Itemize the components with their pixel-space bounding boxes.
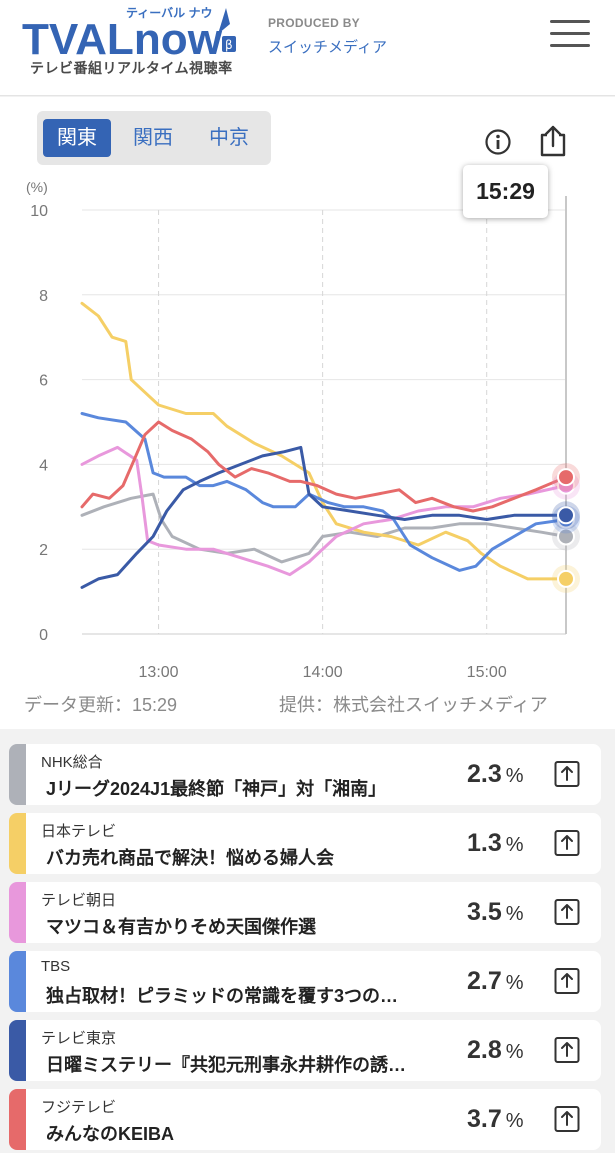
endpoint-marker <box>557 506 575 525</box>
series-line <box>80 412 568 572</box>
program-rating: 1.3% <box>467 829 552 858</box>
program-card-fuji[interactable]: フジテレビ みんなのKEIBA 3.7% <box>9 1089 601 1150</box>
program-card-nhk[interactable]: NHK総合 Jリーグ2024J1最終節「神戸」対「湘南」 2.3% <box>9 744 601 805</box>
channel-name: テレビ東京 <box>41 1030 117 1047</box>
program-rating: 2.3% <box>467 760 552 789</box>
channel-name: フジテレビ <box>41 1099 117 1116</box>
share-icon[interactable] <box>538 124 568 158</box>
y-tick-label: 0 <box>39 627 48 644</box>
rating-value: 2.8 <box>467 1036 502 1064</box>
program-card-tv-tokyo[interactable]: テレビ東京 日曜ミステリー『共犯元刑事永井耕作の誘… 2.8% <box>9 1020 601 1081</box>
rating-value: 2.3 <box>467 760 502 788</box>
share-icon[interactable] <box>553 966 581 996</box>
y-tick-label: 6 <box>39 373 48 390</box>
x-tick-label: 15:00 <box>467 664 507 681</box>
y-unit-label: (%) <box>26 179 48 195</box>
program-card-tv-asahi[interactable]: テレビ朝日 マツコ＆有吉かりそめ天国傑作選 3.5% <box>9 882 601 943</box>
y-tick-label: 2 <box>39 542 48 559</box>
rating-unit: % <box>505 903 524 925</box>
x-tick-label: 14:00 <box>303 664 343 681</box>
program-rating: 3.5% <box>467 898 552 927</box>
series-line <box>80 420 568 513</box>
rating-unit: % <box>505 1110 524 1132</box>
rating-value: 1.3 <box>467 829 502 857</box>
rating-value: 3.7 <box>467 1105 502 1133</box>
series-line <box>80 492 568 564</box>
rating-unit: % <box>505 834 524 856</box>
series-line <box>80 445 568 577</box>
program-card-ntv[interactable]: 日本テレビ バカ売れ商品で解決！悩める婦人会 1.3% <box>9 813 601 874</box>
program-title: バカ売れ商品で解決！悩める婦人会 <box>46 848 334 868</box>
y-tick-label: 8 <box>39 288 48 305</box>
menu-icon <box>550 20 590 23</box>
tab-kansai[interactable]: 関西 <box>133 127 173 149</box>
channel-color-bar <box>9 1020 26 1081</box>
channel-name: NHK総合 <box>41 754 103 771</box>
share-icon[interactable] <box>553 1104 581 1134</box>
rating-value: 2.7 <box>467 967 502 995</box>
share-icon[interactable] <box>553 759 581 789</box>
rating-value: 3.5 <box>467 898 502 926</box>
endpoint-marker <box>557 569 575 588</box>
hamburger-menu-button[interactable] <box>550 20 590 54</box>
produced-by-label: PRODUCED BY <box>268 16 360 30</box>
program-card-tbs[interactable]: TBS 独占取材！ピラミッドの常識を覆す3つの… 2.7% <box>9 951 601 1012</box>
program-rating: 2.7% <box>467 967 552 996</box>
channel-color-bar <box>9 882 26 943</box>
rating-unit: % <box>505 972 524 994</box>
channel-color-bar <box>9 744 26 805</box>
program-rating: 3.7% <box>467 1105 552 1134</box>
share-icon[interactable] <box>553 1035 581 1065</box>
program-title: みんなのKEIBA <box>46 1124 175 1144</box>
company-link[interactable]: スイッチメディア <box>268 39 387 56</box>
y-tick-label: 10 <box>30 203 48 220</box>
tab-kanto[interactable]: 関東 <box>43 119 111 157</box>
series-line <box>80 301 568 581</box>
region-tabs: 関東 関西 中京 <box>37 111 271 165</box>
data-updated-label: データ更新：15:29 <box>24 695 178 715</box>
info-icon[interactable] <box>484 128 512 156</box>
channel-color-bar <box>9 951 26 1012</box>
logo-beta: β <box>225 38 233 52</box>
rating-unit: % <box>505 765 524 787</box>
channel-name: TBS <box>41 958 71 975</box>
program-title: Jリーグ2024J1最終節「神戸」対「湘南」 <box>46 779 387 799</box>
logo-text: TVALnow <box>22 15 223 60</box>
logo-subtitle: テレビ番組リアルタイム視聴率 <box>30 60 233 76</box>
ratings-line-chart: (%) 0 2 4 6 8 10 13:00 14:00 15:00 <box>26 179 580 681</box>
time-tooltip: 15:29 <box>463 165 548 218</box>
logo-kana: ティーバル ナウ <box>126 6 213 20</box>
program-title: 日曜ミステリー『共犯元刑事永井耕作の誘… <box>46 1055 406 1075</box>
channel-name: 日本テレビ <box>41 823 117 840</box>
y-tick-label: 4 <box>39 457 48 474</box>
series-line <box>80 445 568 589</box>
channel-color-bar <box>9 813 26 874</box>
share-icon[interactable] <box>553 897 581 927</box>
endpoint-marker <box>557 468 575 487</box>
program-rating: 2.8% <box>467 1036 552 1065</box>
share-icon[interactable] <box>553 828 581 858</box>
data-source-label: 提供：株式会社スイッチメディア <box>279 695 548 715</box>
channel-color-bar <box>9 1089 26 1150</box>
program-title: マツコ＆有吉かりそめ天国傑作選 <box>46 917 316 937</box>
tab-chukyo[interactable]: 中京 <box>209 127 249 149</box>
app-header: ティーバル ナウ TVALnow β テレビ番組リアルタイム視聴率 PRODUC… <box>0 0 615 96</box>
x-tick-label: 13:00 <box>139 664 179 681</box>
channel-name: テレビ朝日 <box>41 892 117 909</box>
rating-unit: % <box>505 1041 524 1063</box>
program-title: 独占取材！ピラミッドの常識を覆す3つの… <box>46 986 399 1006</box>
tvalnow-logo[interactable]: ティーバル ナウ TVALnow β <box>22 4 237 60</box>
